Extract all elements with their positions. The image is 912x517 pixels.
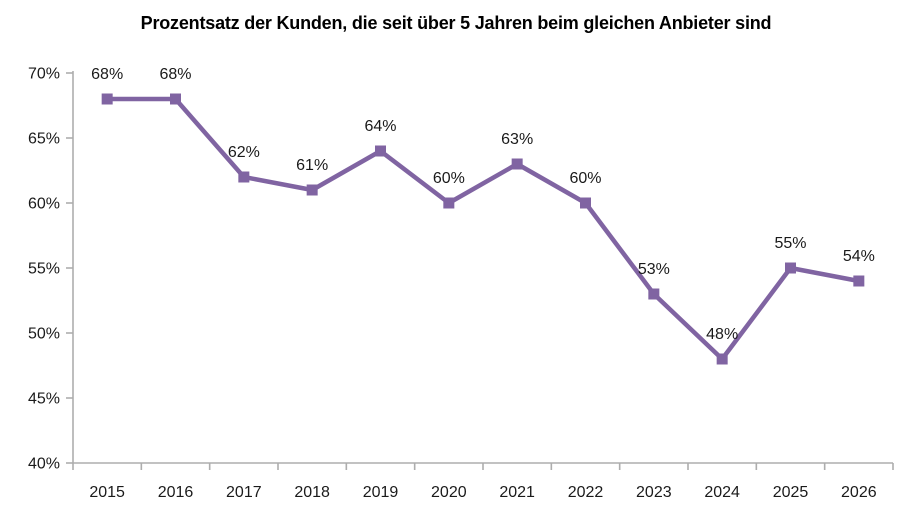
data-line [104,96,862,362]
x-axis-label: 2021 [499,484,535,501]
data-point-marker [785,262,796,274]
x-axis-label: 2022 [568,484,604,501]
x-axis-label: 2015 [89,484,125,501]
data-point-label: 60% [569,170,601,187]
y-axis-label: 50% [28,326,60,343]
data-point-label: 68% [91,66,123,83]
x-axis-label: 2020 [431,484,467,501]
data-point-label: 54% [843,248,875,265]
data-point-label: 64% [364,118,396,135]
y-axis-label: 70% [28,66,60,83]
x-axis-label: 2025 [773,484,809,501]
chart-title: Prozentsatz der Kunden, die seit über 5 … [140,13,772,33]
y-axis-label: 40% [28,456,60,473]
data-point-label: 63% [501,131,533,148]
data-point-marker [511,158,523,170]
data-point-marker [170,93,181,105]
y-axis-label: 65% [28,131,60,148]
y-axis-label: 45% [28,391,60,408]
data-point-label: 60% [433,170,465,187]
x-axis-label: 2023 [636,484,672,501]
data-point-label: 62% [228,144,260,161]
x-axis-label: 2026 [841,484,877,501]
x-axis-label: 2018 [294,484,330,501]
data-point-marker [648,288,660,300]
y-axis-label: 55% [28,261,60,278]
x-axis-label: 2019 [363,484,399,501]
data-point-label: 48% [706,326,738,343]
data-point-marker [238,171,250,183]
data-point-marker [443,197,455,209]
data-point-label: 61% [296,157,328,174]
data-point-label: 68% [159,66,191,83]
data-point-label: 55% [774,235,806,252]
x-axis-label: 2016 [158,484,194,501]
y-axis-label: 60% [28,196,60,213]
data-point-label: 53% [638,261,670,278]
x-axis-label: 2024 [704,484,740,501]
data-point-marker [375,145,386,157]
x-axis-label: 2017 [226,484,262,501]
data-point-marker [306,184,318,196]
data-point-marker [580,197,591,209]
data-point-marker [101,93,113,105]
data-point-marker [716,353,728,365]
data-point-marker [853,275,865,287]
